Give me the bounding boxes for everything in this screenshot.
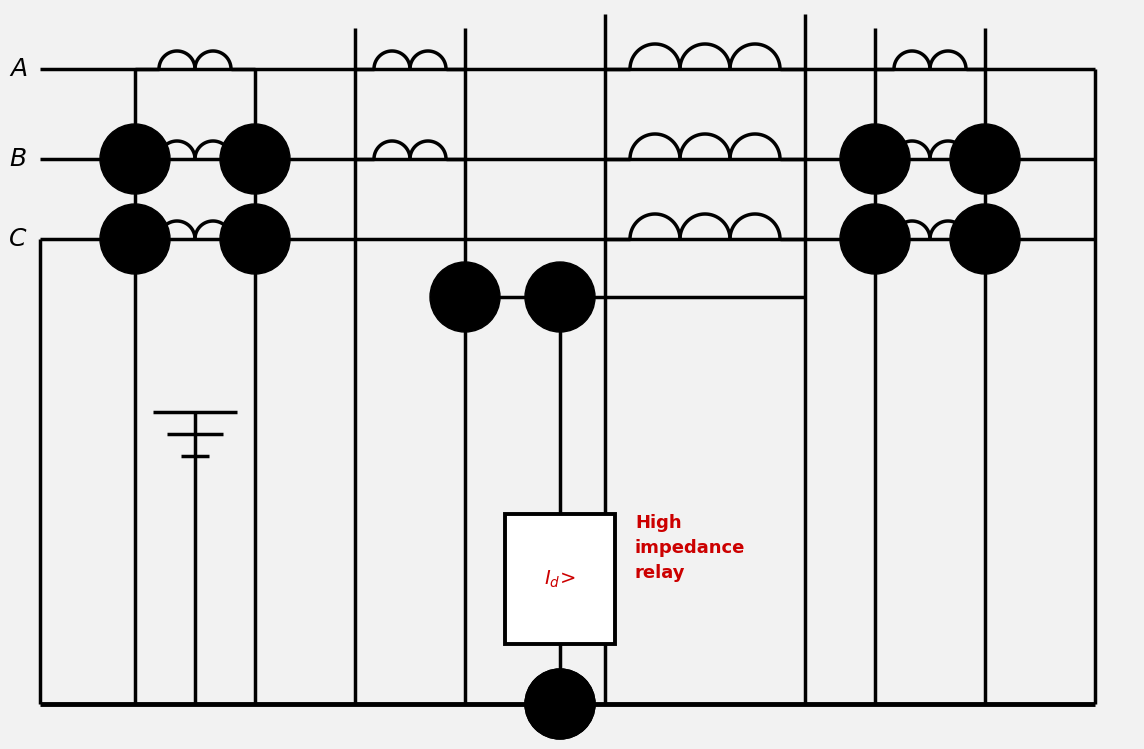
Circle shape [950, 204, 1020, 274]
Circle shape [525, 262, 595, 332]
Circle shape [430, 262, 500, 332]
Circle shape [840, 124, 909, 194]
Bar [505, 514, 615, 644]
Text: High
impedance
relay: High impedance relay [635, 514, 746, 582]
Text: $B$: $B$ [9, 147, 26, 171]
Text: $A$: $A$ [9, 57, 27, 81]
Circle shape [950, 124, 1020, 194]
Text: $I_d\!>$: $I_d\!>$ [545, 568, 575, 589]
Circle shape [220, 124, 289, 194]
Text: $C$: $C$ [8, 227, 27, 251]
Circle shape [100, 124, 170, 194]
Circle shape [525, 669, 595, 739]
Circle shape [840, 204, 909, 274]
Circle shape [525, 669, 595, 739]
Circle shape [220, 204, 289, 274]
Circle shape [100, 204, 170, 274]
